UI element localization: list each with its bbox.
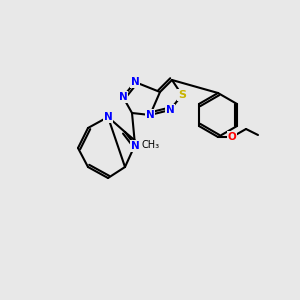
Text: N: N xyxy=(103,112,112,122)
Text: N: N xyxy=(130,77,140,87)
Text: N: N xyxy=(130,141,140,151)
Text: N: N xyxy=(118,92,127,102)
Text: CH₃: CH₃ xyxy=(141,140,159,150)
Text: N: N xyxy=(166,105,174,115)
Text: O: O xyxy=(228,132,236,142)
Text: N: N xyxy=(146,110,154,120)
Text: S: S xyxy=(178,90,186,100)
